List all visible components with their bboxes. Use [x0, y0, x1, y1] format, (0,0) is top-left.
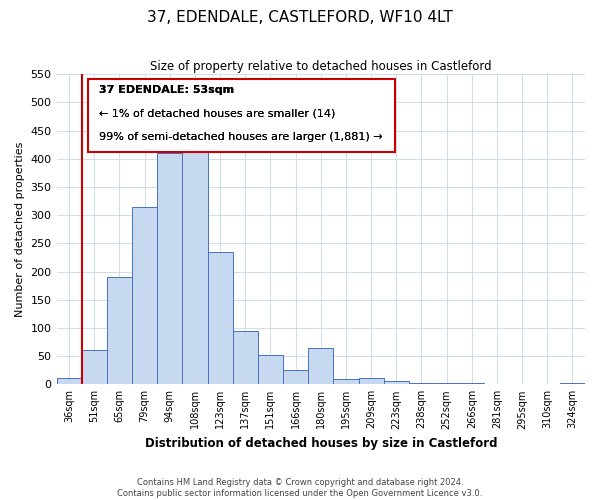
Bar [82, 350, 107, 384]
Text: ← 1% of detached houses are smaller (14): ← 1% of detached houses are smaller (14) [99, 108, 335, 118]
Bar [182, 142, 208, 384]
Bar [107, 277, 132, 384]
Bar [56, 378, 82, 384]
Y-axis label: Number of detached properties: Number of detached properties [15, 142, 25, 317]
Bar [359, 378, 383, 384]
Bar [132, 206, 157, 384]
Bar [88, 79, 395, 152]
Text: ← 1% of detached houses are smaller (14): ← 1% of detached houses are smaller (14) [99, 108, 335, 118]
Bar [157, 153, 182, 384]
Bar [383, 382, 409, 384]
Bar [459, 383, 484, 384]
Bar [409, 383, 434, 384]
X-axis label: Distribution of detached houses by size in Castleford: Distribution of detached houses by size … [145, 437, 497, 450]
Text: 37 EDENDALE: 53sqm: 37 EDENDALE: 53sqm [99, 85, 234, 95]
Bar [308, 348, 334, 385]
Bar [233, 330, 258, 384]
Text: 99% of semi-detached houses are larger (1,881) →: 99% of semi-detached houses are larger (… [99, 132, 382, 141]
Bar [434, 382, 459, 384]
Bar [560, 383, 585, 384]
Title: Size of property relative to detached houses in Castleford: Size of property relative to detached ho… [150, 60, 491, 73]
Text: 37, EDENDALE, CASTLEFORD, WF10 4LT: 37, EDENDALE, CASTLEFORD, WF10 4LT [147, 10, 453, 25]
Text: Contains HM Land Registry data © Crown copyright and database right 2024.
Contai: Contains HM Land Registry data © Crown c… [118, 478, 482, 498]
Bar [283, 370, 308, 384]
Text: 37 EDENDALE: 53sqm: 37 EDENDALE: 53sqm [99, 85, 234, 95]
Bar [258, 355, 283, 384]
Bar [208, 252, 233, 384]
Bar [334, 378, 359, 384]
Text: 99% of semi-detached houses are larger (1,881) →: 99% of semi-detached houses are larger (… [99, 132, 382, 141]
